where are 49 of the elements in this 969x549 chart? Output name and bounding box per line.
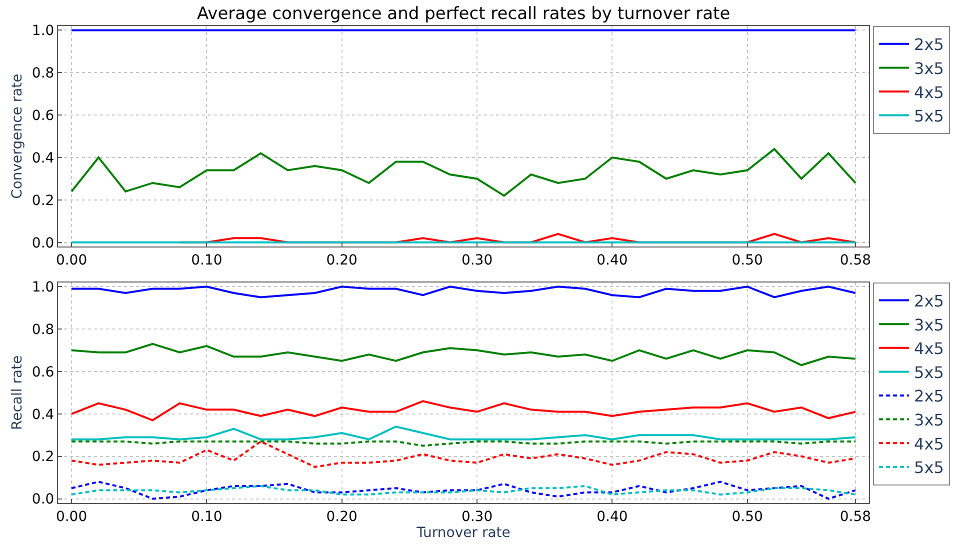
- legend-label: 5x5: [914, 362, 944, 382]
- line-series: [70, 286, 856, 298]
- y-tick-label: 0.2: [32, 449, 54, 466]
- line-series: [70, 400, 856, 422]
- y-axis-title: Recall rate: [10, 355, 26, 430]
- legend-label: 5x5: [914, 458, 944, 478]
- legend-label: 5x5: [914, 106, 944, 126]
- y-tick-label: 0.0: [32, 235, 54, 252]
- x-tick-label: 0.00: [56, 252, 88, 268]
- line-series: [70, 148, 856, 197]
- chart-title: Average convergence and perfect recall rates by turnover rate: [197, 4, 730, 24]
- y-tick-label: 1.0: [32, 23, 54, 40]
- legend-label: 2x5: [914, 292, 944, 311]
- line-series: [70, 485, 856, 496]
- y-axis-title: Convergence rate: [10, 74, 26, 199]
- legend-label: 4x5: [914, 434, 944, 454]
- legend-label: 4x5: [914, 339, 944, 358]
- x-tick-label: 0.10: [191, 508, 222, 525]
- x-tick-label: 0.30: [461, 252, 493, 268]
- x-tick-label: 0.58: [840, 252, 872, 268]
- legend-label: 4x5: [914, 82, 944, 102]
- x-tick-label: 0.58: [840, 508, 872, 525]
- x-tick-label: 0.10: [191, 252, 222, 268]
- x-tick-label: 0.40: [596, 252, 628, 268]
- x-tick-label: 0.40: [596, 508, 628, 525]
- y-tick-label: 1.0: [32, 280, 54, 296]
- y-tick-label: 0.2: [32, 192, 54, 209]
- y-tick-label: 0.8: [32, 66, 54, 82]
- legend-label: 3x5: [914, 58, 944, 78]
- line-series: [70, 480, 856, 500]
- line-series: [70, 426, 856, 440]
- legend-label: 2x5: [914, 386, 944, 406]
- legend-label: 3x5: [914, 315, 944, 334]
- x-tick-label: 0.30: [461, 508, 493, 525]
- y-tick-label: 0.4: [32, 150, 54, 166]
- x-tick-label: 0.50: [732, 252, 763, 268]
- y-tick-label: 0.0: [32, 492, 54, 508]
- x-tick-label: 0.00: [56, 508, 88, 525]
- y-tick-label: 0.4: [32, 406, 54, 423]
- y-tick-label: 0.6: [32, 108, 54, 124]
- x-tick-label: 0.20: [326, 252, 358, 268]
- y-tick-label: 0.8: [32, 322, 54, 338]
- legend-label: 3x5: [914, 410, 944, 430]
- legend-label: 2x5: [914, 35, 944, 54]
- x-tick-label: 0.20: [326, 508, 358, 525]
- line-series: [70, 342, 856, 366]
- x-axis-title: Turnover rate: [416, 524, 510, 541]
- y-tick-label: 0.6: [32, 364, 54, 380]
- x-tick-label: 0.50: [732, 508, 763, 525]
